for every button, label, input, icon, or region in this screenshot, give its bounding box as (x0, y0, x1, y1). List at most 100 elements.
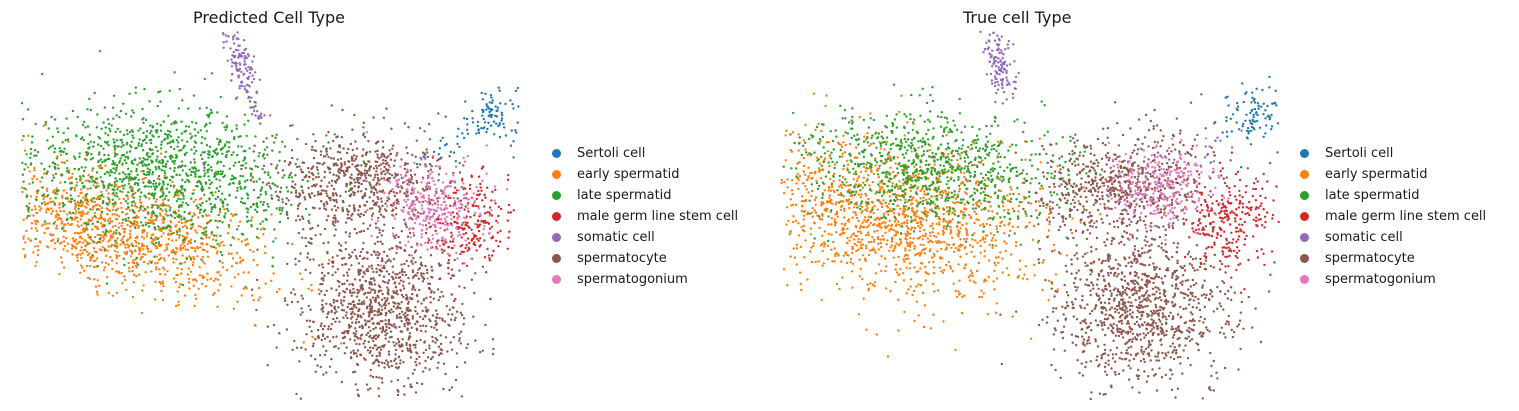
data-point (376, 160, 379, 164)
data-point (351, 148, 354, 152)
data-point (373, 242, 377, 245)
data-point (350, 173, 353, 176)
data-point (214, 206, 217, 209)
data-point (375, 354, 378, 358)
data-point (465, 192, 468, 195)
data-point (209, 277, 213, 280)
data-point (200, 141, 203, 145)
data-point (410, 326, 413, 329)
data-point (246, 179, 249, 182)
data-point (108, 200, 111, 203)
data-point (43, 200, 46, 204)
data-point (428, 138, 432, 141)
data-point (500, 113, 504, 117)
data-point (259, 114, 262, 118)
data-point (108, 174, 112, 177)
data-point (163, 174, 166, 177)
data-point (312, 183, 316, 187)
data-point (360, 182, 363, 186)
data-point (154, 280, 157, 283)
data-point (414, 249, 418, 252)
data-point (395, 366, 398, 369)
data-point (350, 159, 354, 162)
data-point (141, 107, 144, 111)
data-point (84, 248, 87, 252)
data-point (427, 203, 430, 206)
data-point (161, 218, 164, 221)
data-point (397, 365, 400, 369)
data-point (391, 147, 394, 150)
data-point (393, 344, 396, 347)
data-point (944, 263, 948, 267)
data-point (278, 206, 281, 209)
data-point (404, 273, 408, 277)
data-point (440, 290, 443, 294)
data-point (410, 178, 413, 181)
data-point (113, 194, 117, 197)
data-point (370, 318, 373, 321)
data-point (486, 221, 489, 224)
data-point (69, 194, 72, 197)
data-point (180, 204, 183, 207)
data-point (366, 388, 370, 391)
data-point (382, 250, 386, 253)
data-point (421, 280, 425, 283)
data-point (305, 333, 308, 336)
data-point (360, 174, 363, 177)
data-point (250, 96, 253, 99)
data-point (222, 164, 225, 168)
data-point (382, 116, 386, 120)
data-point (489, 297, 492, 301)
data-point (382, 162, 385, 165)
data-point (368, 320, 371, 323)
data-point (42, 124, 45, 128)
data-point (288, 173, 291, 177)
data-point (173, 71, 176, 74)
data-point (323, 227, 327, 231)
data-point (393, 200, 396, 204)
data-point (139, 208, 142, 211)
data-point (172, 277, 176, 280)
data-point (183, 261, 187, 264)
data-point (507, 203, 511, 207)
data-point (434, 341, 437, 344)
data-point (103, 140, 107, 144)
data-point (62, 189, 66, 192)
data-point (393, 217, 397, 220)
data-point (142, 260, 146, 264)
data-point (133, 216, 137, 219)
data-point (43, 231, 46, 235)
data-point (99, 213, 102, 216)
data-point (383, 362, 386, 365)
data-point (389, 323, 392, 326)
data-point (225, 124, 228, 127)
data-point (125, 129, 129, 132)
data-point (35, 154, 38, 157)
scatter-plot (20, 31, 520, 400)
data-point (327, 311, 330, 314)
data-point (78, 155, 81, 158)
data-point (261, 220, 264, 223)
data-point (52, 173, 55, 177)
data-point (377, 263, 380, 267)
data-point (384, 304, 387, 307)
data-point (128, 150, 132, 153)
data-point (237, 49, 240, 52)
data-point (122, 133, 126, 137)
data-point (357, 320, 361, 324)
data-point (453, 258, 456, 262)
data-point (351, 128, 354, 131)
data-point (58, 206, 61, 209)
data-point (409, 169, 412, 172)
data-point (409, 236, 412, 239)
data-point (61, 196, 64, 199)
data-point (266, 325, 269, 328)
data-point (186, 227, 189, 230)
data-point (481, 165, 484, 169)
data-point (389, 311, 392, 314)
data-point (438, 214, 441, 217)
data-point (95, 171, 99, 174)
data-point (323, 353, 327, 357)
data-point (174, 253, 177, 256)
data-point (493, 185, 497, 188)
